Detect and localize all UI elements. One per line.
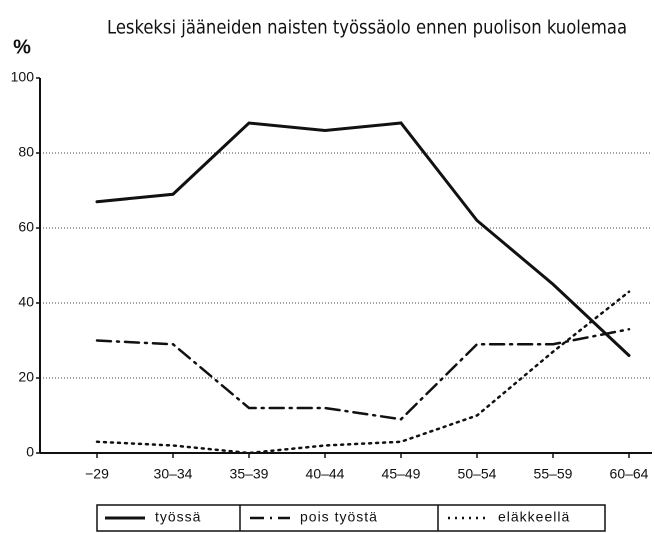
y-tick-label: 80 — [18, 144, 34, 160]
x-tick-label: 50–54 — [458, 466, 497, 482]
y-axis-label: % — [13, 36, 31, 58]
legend-label: eläkkeellä — [498, 509, 570, 525]
y-tick-label: 60 — [18, 219, 34, 235]
x-tick-label: 45–49 — [382, 466, 421, 482]
x-tick-label: 60–64 — [610, 466, 649, 482]
y-tick-label: 20 — [18, 369, 34, 385]
x-tick-label: 55–59 — [534, 466, 573, 482]
legend-label: pois työstä — [300, 509, 378, 525]
series-line — [95, 290, 631, 455]
x-tick-label: −29 — [85, 466, 109, 482]
y-tick-label: 40 — [18, 294, 34, 310]
chart-title: Leskeksi jääneiden naisten työssäolo enn… — [107, 17, 627, 39]
y-tick-label: 100 — [11, 69, 35, 85]
series-line — [95, 121, 631, 357]
x-tick-label: 35–39 — [230, 466, 269, 482]
y-tick-label: 0 — [26, 444, 34, 460]
x-tick-label: 40–44 — [306, 466, 345, 482]
series-line — [95, 328, 631, 421]
x-tick-label: 30–34 — [154, 466, 193, 482]
legend-label: työssä — [155, 509, 201, 525]
legend-box — [96, 504, 606, 532]
